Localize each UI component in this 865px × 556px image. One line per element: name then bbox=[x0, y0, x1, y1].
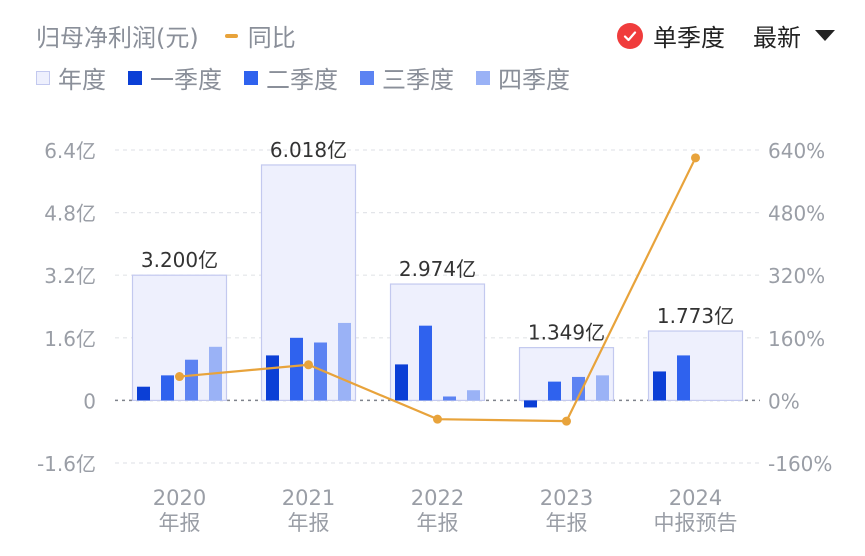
legend-item-annual[interactable]: 年度 bbox=[36, 60, 106, 95]
x-category-label: 年报 bbox=[288, 511, 330, 535]
yoy-point bbox=[433, 414, 442, 424]
y-right-tick-label: 160% bbox=[768, 327, 825, 351]
y-right-tick-label: 480% bbox=[768, 202, 825, 226]
x-category-label: 2021 bbox=[282, 486, 335, 510]
quarter-bar bbox=[596, 375, 609, 401]
quarter-bar bbox=[443, 396, 456, 401]
y-right-tick-label: -160% bbox=[768, 452, 832, 476]
x-category-label: 2022 bbox=[411, 486, 464, 510]
x-category-label: 2024 bbox=[669, 486, 722, 510]
legend-item-q4[interactable]: 四季度 bbox=[476, 60, 570, 95]
checkmark-icon bbox=[617, 22, 643, 49]
quarter-bar bbox=[338, 322, 351, 401]
annual-value-label: 1.349亿 bbox=[528, 321, 605, 345]
legend-swatch-q1 bbox=[128, 70, 142, 85]
x-category-label: 年报 bbox=[417, 511, 459, 535]
y-left-tick-label: 4.8亿 bbox=[44, 202, 96, 226]
y-left-tick-label: -1.6亿 bbox=[37, 452, 96, 476]
legend-label: 四季度 bbox=[498, 66, 570, 94]
legend-swatch-q2 bbox=[244, 70, 258, 85]
yoy-line-swatch bbox=[224, 33, 238, 38]
quarter-bar bbox=[524, 400, 537, 408]
yoy-point bbox=[304, 360, 313, 370]
quarter-bar bbox=[185, 359, 198, 401]
quarter-bar bbox=[161, 375, 174, 401]
y-left-tick-label: 1.6亿 bbox=[44, 327, 96, 351]
y-right-tick-label: 320% bbox=[768, 264, 825, 288]
legend-label: 年度 bbox=[58, 66, 106, 94]
caret-down-icon bbox=[815, 30, 835, 41]
yoy-label: 同比 bbox=[247, 24, 296, 52]
x-category-label: 年报 bbox=[159, 511, 201, 535]
metric-header: 归母净利润(元) 同比 bbox=[36, 18, 296, 53]
x-category-label: 2020 bbox=[153, 486, 206, 510]
quarter-bar bbox=[290, 337, 303, 401]
quarter-bar bbox=[314, 342, 327, 401]
quarter-bar bbox=[548, 381, 561, 401]
sort-dropdown[interactable]: 最新 bbox=[753, 18, 835, 53]
quarter-bar bbox=[677, 355, 690, 401]
metric-label: 归母净利润(元) bbox=[36, 24, 199, 52]
legend-label: 二季度 bbox=[266, 66, 338, 94]
sort-label: 最新 bbox=[753, 24, 801, 52]
quarter-bar bbox=[137, 386, 150, 401]
legend-item-q3[interactable]: 三季度 bbox=[360, 60, 454, 95]
y-right-tick-label: 640% bbox=[768, 139, 825, 163]
legend-label: 一季度 bbox=[150, 66, 222, 94]
annual-value-label: 3.200亿 bbox=[141, 248, 218, 272]
x-category-label: 中报预告 bbox=[654, 511, 738, 535]
annual-value-label: 2.974亿 bbox=[399, 257, 476, 281]
quarter-bar bbox=[266, 355, 279, 401]
y-left-tick-label: 3.2亿 bbox=[44, 264, 96, 288]
x-category-label: 2023 bbox=[540, 486, 593, 510]
quarter-bar bbox=[653, 371, 666, 401]
chart-controls: 单季度 最新 bbox=[617, 18, 835, 53]
legend-item-q2[interactable]: 二季度 bbox=[244, 60, 338, 95]
y-left-tick-label: 6.4亿 bbox=[44, 139, 96, 163]
quarter-bar bbox=[572, 376, 585, 401]
legend-swatch-annual bbox=[36, 70, 50, 85]
single-quarter-toggle[interactable]: 单季度 bbox=[617, 18, 725, 53]
legend-item-q1[interactable]: 一季度 bbox=[128, 60, 222, 95]
quarter-bar bbox=[419, 325, 432, 401]
yoy-point bbox=[562, 416, 571, 426]
annual-value-label: 1.773亿 bbox=[657, 304, 734, 328]
y-left-tick-label: 0 bbox=[83, 389, 96, 413]
legend-swatch-q4 bbox=[476, 70, 490, 85]
quarter-bar bbox=[395, 364, 408, 401]
legend-label: 三季度 bbox=[382, 66, 454, 94]
quarter-bar bbox=[467, 390, 480, 401]
single-quarter-label: 单季度 bbox=[653, 24, 725, 52]
yoy-point bbox=[691, 153, 700, 163]
x-category-label: 年报 bbox=[546, 511, 588, 535]
series-legend: 年度 一季度 二季度 三季度 四季度 bbox=[36, 60, 592, 95]
yoy-point bbox=[175, 372, 184, 382]
legend-swatch-q3 bbox=[360, 70, 374, 85]
annual-value-label: 6.018亿 bbox=[270, 138, 347, 162]
y-right-tick-label: 0% bbox=[768, 389, 800, 413]
